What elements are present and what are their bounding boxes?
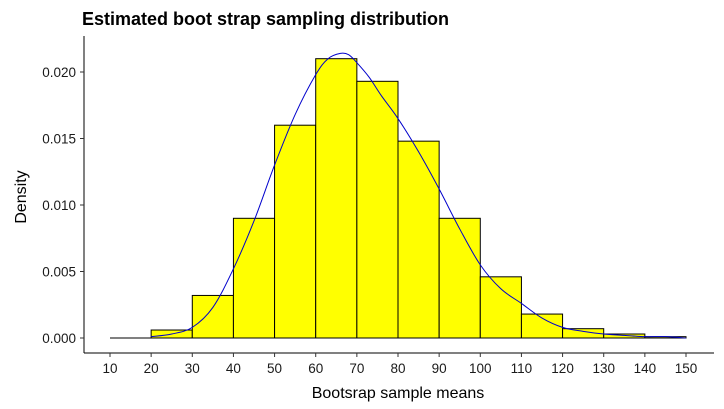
x-tick-label-110: 110 <box>511 361 533 376</box>
histogram-bar-5 <box>315 58 358 339</box>
x-tick-label-30: 30 <box>185 361 200 376</box>
x-tick-label-100: 100 <box>469 361 492 376</box>
chart-title: Estimated boot strap sampling distributi… <box>82 9 449 29</box>
x-axis-label: Bootsrap sample means <box>312 385 485 402</box>
y-tick-label-3: 0.015 <box>42 132 76 147</box>
x-tick-label-90: 90 <box>432 361 447 376</box>
x-tick-label-10: 10 <box>102 361 117 376</box>
histogram-bar-8 <box>438 217 481 339</box>
x-tick-label-140: 140 <box>634 361 657 376</box>
x-tick-label-70: 70 <box>349 361 364 376</box>
x-tick-label-120: 120 <box>551 361 574 376</box>
histogram-bar-3 <box>232 217 276 339</box>
histogram-bars <box>110 58 687 339</box>
x-tick-label-60: 60 <box>308 361 323 376</box>
x-tick-label-150: 150 <box>675 361 698 376</box>
axes: 10 20 30 40 50 60 70 80 90 100 110 120 130 140 150 0.00… <box>42 36 714 376</box>
y-axis-label: Density <box>13 170 30 223</box>
x-tick-label-130: 130 <box>592 361 615 376</box>
y-tick-label-1: 0.005 <box>42 265 76 280</box>
histogram-bar-9 <box>479 276 522 339</box>
x-tick-label-50: 50 <box>267 361 282 376</box>
x-tick-label-40: 40 <box>226 361 241 376</box>
histogram-bar-4 <box>274 124 317 339</box>
density-curve <box>151 52 687 339</box>
y-tick-label-2: 0.010 <box>42 198 76 213</box>
histogram-bar-2 <box>191 294 234 339</box>
x-tick-label-80: 80 <box>390 361 405 376</box>
density-curve-layer <box>151 52 687 339</box>
histogram-bar-6 <box>356 80 399 339</box>
y-tick-label-4: 0.020 <box>42 65 76 80</box>
y-tick-label-0: 0.000 <box>42 331 76 346</box>
histogram-bar-7 <box>397 140 440 339</box>
x-tick-label-20: 20 <box>144 361 159 376</box>
